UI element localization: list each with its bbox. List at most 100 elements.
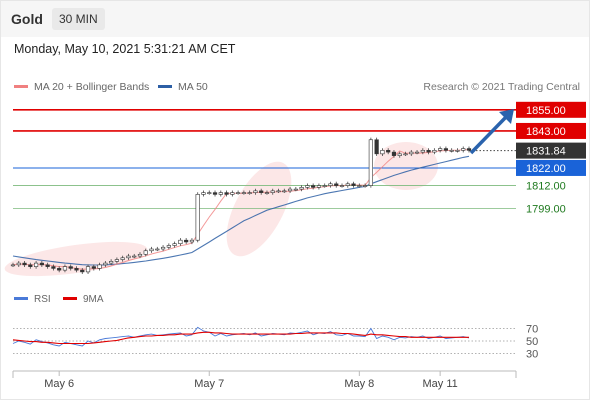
candle-body [45, 264, 50, 267]
x-tick-label: May 7 [194, 378, 224, 390]
timeframe-badge[interactable]: 30 MIN [52, 8, 105, 30]
candle-body [259, 190, 264, 193]
candle-body [380, 150, 385, 155]
ma50-line [12, 155, 470, 266]
candle-body [230, 192, 235, 195]
instrument-title: Gold [11, 11, 43, 27]
candle-body [236, 192, 241, 194]
candle-body [420, 150, 425, 153]
support-label: 1822.00 [526, 163, 566, 175]
candle-body [311, 185, 316, 188]
candle-body [397, 153, 402, 156]
rsi-level-label: 70 [526, 324, 538, 336]
candle-body [212, 192, 218, 195]
forecast-arrowhead [499, 109, 514, 124]
candle-body [414, 151, 420, 154]
candle-body [455, 150, 460, 152]
legend-rsi: RSI [14, 294, 51, 305]
research-credit: Research © 2021 Trading Central [423, 81, 580, 93]
target-label: 1812.00 [526, 181, 566, 193]
candle-body [432, 150, 437, 153]
ma50-label: MA 50 [178, 81, 208, 93]
resistance-tag [516, 122, 586, 139]
candle-body [207, 192, 212, 194]
candle-body [68, 266, 73, 269]
candle-body [334, 183, 339, 186]
candle-body [33, 262, 39, 267]
candle-body [287, 188, 293, 192]
candle-body [276, 190, 281, 193]
candle-body [172, 243, 177, 246]
x-tick-label: May 6 [44, 378, 74, 390]
x-tick-label: May 11 [423, 378, 458, 390]
candle-body [195, 194, 200, 241]
candle-body [351, 183, 356, 186]
x-tick-label: May 8 [344, 378, 374, 390]
chart-datetime: Monday, May 10, 2021 5:31:21 AM CET [14, 42, 236, 56]
rsi-ma-line [12, 331, 469, 345]
candle-body [224, 192, 229, 195]
ma20-label: MA 20 + Bollinger Bands [34, 81, 150, 93]
candle-body [374, 139, 379, 155]
candle-body [282, 190, 287, 193]
candle-body [409, 151, 414, 155]
bollinger-band-area [226, 161, 292, 257]
current-price-tag [516, 142, 586, 159]
candle-body [85, 266, 91, 273]
candle-body [201, 192, 206, 195]
ma9-label: 9MA [83, 294, 104, 305]
candle-body [160, 246, 166, 250]
candle-body [149, 248, 154, 252]
candle-body [51, 266, 56, 269]
ma50-swatch [158, 84, 172, 88]
rsi-swatch [14, 296, 28, 300]
candle-body [97, 264, 102, 269]
rsi-label: RSI [34, 294, 51, 305]
candle-body [137, 253, 143, 257]
candle-body [299, 187, 304, 190]
candle-body [357, 185, 362, 187]
candle-body [339, 185, 345, 187]
candle-body [443, 148, 449, 151]
candle-body [316, 185, 322, 188]
candle-body [426, 150, 431, 153]
candle-body [80, 269, 85, 273]
candle-body [368, 139, 373, 186]
candle-body [62, 266, 68, 271]
candle-body [345, 183, 350, 186]
candle-body [74, 268, 79, 271]
candle-body [241, 192, 246, 194]
candle-body [143, 250, 148, 255]
candle-body [386, 150, 391, 153]
candle-body [114, 259, 119, 262]
bollinger-band-area [4, 241, 148, 277]
candle-body [264, 192, 270, 194]
target-label: 1799.00 [526, 203, 566, 215]
candle-body [16, 262, 21, 266]
candle-body [189, 239, 195, 243]
candle-body [449, 150, 454, 152]
current-price-label: 1831.84 [526, 146, 566, 158]
rsi-level-label: 30 [526, 349, 538, 361]
candle-body [28, 264, 33, 267]
candle-body [391, 151, 397, 156]
legend-ma50: MA 50 [158, 81, 208, 93]
candle-body [403, 153, 408, 156]
candle-body [10, 264, 16, 267]
candle-body [155, 248, 160, 251]
bollinger-band-area [374, 142, 438, 190]
resistance-label: 1843.00 [526, 126, 566, 138]
candle-body [103, 262, 108, 266]
candle-body [322, 185, 327, 187]
candle-body [166, 245, 171, 248]
candle-body [293, 188, 298, 191]
candle-body [91, 266, 96, 269]
candle-body [39, 262, 44, 266]
resistance-tag [516, 101, 586, 118]
candle-body [438, 148, 443, 151]
candle-body [466, 148, 472, 151]
candle-body [109, 261, 114, 264]
candle-body [270, 190, 275, 193]
